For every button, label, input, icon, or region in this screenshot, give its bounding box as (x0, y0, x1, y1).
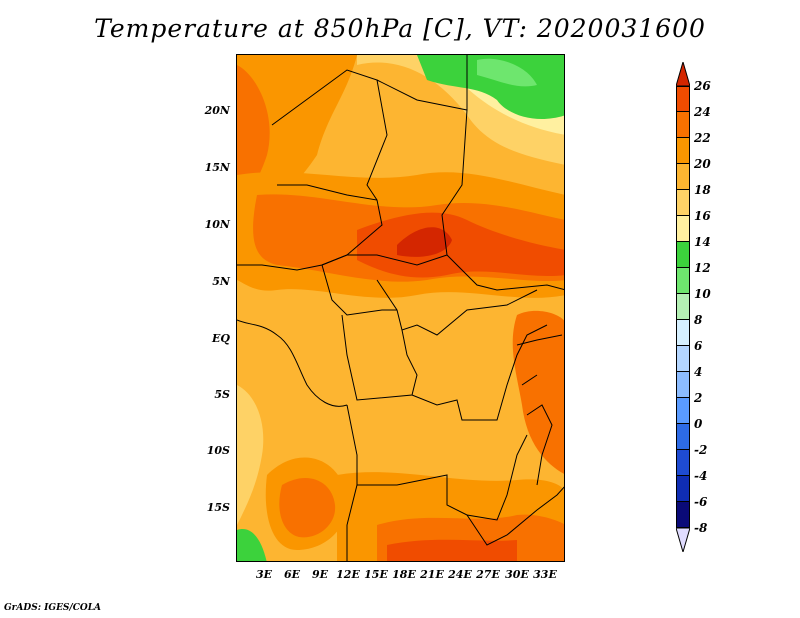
y-label-15n: 15N (204, 161, 230, 174)
colorbar-label: 6 (694, 339, 703, 353)
colorbar-under-arrow (676, 528, 690, 552)
colorbar-label: 0 (694, 417, 703, 431)
colorbar-segment (676, 320, 690, 346)
colorbar-label: 10 (694, 287, 711, 301)
colorbar-segment (676, 398, 690, 424)
colorbar-segment (676, 216, 690, 242)
field-22-24-sw (279, 477, 336, 538)
x-label-9e: 9E (311, 568, 329, 581)
colorbar-label: 22 (694, 131, 711, 145)
x-label-33e: 33E (533, 568, 557, 581)
colorbar-label: -2 (694, 443, 708, 457)
colorbar-segment (676, 112, 690, 138)
field-26plus-core (397, 227, 452, 257)
border-drc-east (411, 324, 548, 421)
border-great-lakes (516, 334, 563, 486)
colorbar-label: 20 (694, 157, 711, 171)
y-label-10s: 10S (206, 444, 230, 457)
y-label-eq: EQ (212, 332, 230, 345)
x-label-18e: 18E (392, 568, 416, 581)
colorbar-over-arrow (676, 62, 690, 86)
border-sudan (441, 109, 564, 291)
border-libya (376, 55, 468, 111)
field-12-14-sw (237, 529, 267, 561)
field-22-24-nw (237, 65, 270, 205)
border-angola-zambia (346, 404, 528, 521)
colorbar-segment (676, 450, 690, 476)
border-gabon (321, 264, 397, 316)
x-label-24e: 24E (448, 568, 472, 581)
border-niger (271, 69, 388, 201)
colorbar-label: -8 (694, 521, 708, 535)
border-car-drc (376, 279, 538, 336)
x-label-27e: 27E (476, 568, 500, 581)
colorbar-segment (676, 476, 690, 502)
colorbar-segment (676, 372, 690, 398)
temperature-map (236, 54, 565, 562)
colorbar-segment (676, 294, 690, 320)
field-12-14-ne (417, 55, 564, 119)
chart-title: Temperature at 850hPa [C], VT: 202003160… (94, 14, 706, 43)
colorbar-label: 2 (694, 391, 703, 405)
y-label-15s: 15S (206, 501, 230, 514)
colorbar-label: 26 (694, 79, 711, 93)
x-label-3e: 3E (255, 568, 273, 581)
field-22-24-east (512, 310, 564, 474)
field-24-26-south (387, 539, 517, 561)
coastline-west (237, 319, 348, 407)
colorbar-label: 8 (694, 313, 703, 327)
y-label-5n: 5N (212, 275, 230, 288)
colorbar-label: 12 (694, 261, 711, 275)
y-label-5s: 5S (214, 388, 230, 401)
x-label-6e: 6E (283, 568, 301, 581)
x-label-15e: 15E (364, 568, 388, 581)
field-10-12-ne (477, 58, 537, 87)
colorbar-segment (676, 164, 690, 190)
colorbar-segment (676, 86, 690, 112)
colorbar (676, 86, 690, 528)
y-label-20n: 20N (204, 104, 230, 117)
colorbar-segment (676, 242, 690, 268)
border-namibia (346, 484, 358, 561)
colorbar-segment (676, 346, 690, 372)
map-canvas (237, 55, 564, 561)
colorbar-segment (676, 502, 690, 528)
colorbar-label: 16 (694, 209, 711, 223)
colorbar-segment (676, 424, 690, 450)
colorbar-label: 14 (694, 235, 711, 249)
field-24-26-band (357, 212, 564, 278)
colorbar-segment (676, 268, 690, 294)
colorbar-label: -6 (694, 495, 708, 509)
x-label-12e: 12E (336, 568, 360, 581)
colorbar-label: -4 (694, 469, 708, 483)
x-label-21e: 21E (420, 568, 444, 581)
colorbar-label: 18 (694, 183, 711, 197)
y-label-10n: 10N (204, 218, 230, 231)
credit-text: GrADS: IGES/COLA (4, 603, 102, 613)
colorbar-segment (676, 190, 690, 216)
colorbar-label: 24 (694, 105, 711, 119)
border-zimbabwe (466, 486, 564, 546)
x-label-30e: 30E (505, 568, 529, 581)
colorbar-segment (676, 138, 690, 164)
field-16-18-west (237, 385, 264, 525)
border-cameroon (237, 254, 448, 271)
colorbar-label: 4 (694, 365, 703, 379)
country-borders (237, 55, 564, 561)
